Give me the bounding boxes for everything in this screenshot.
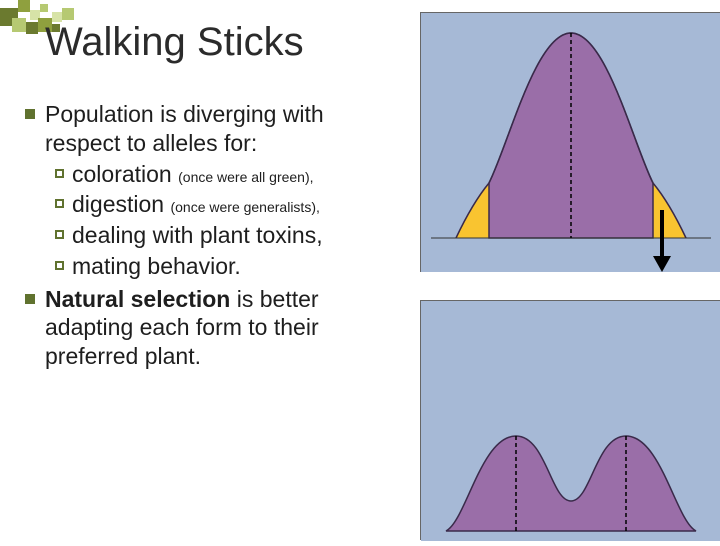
hollow-square-icon	[55, 230, 64, 239]
bullet-text: Natural selection is better adapting eac…	[45, 285, 405, 371]
sub-note: (once were all green),	[178, 169, 313, 185]
hollow-square-icon	[55, 199, 64, 208]
sub-note: (once were generalists),	[170, 199, 319, 215]
square-bullet-icon	[25, 109, 35, 119]
upper-distribution-chart	[420, 12, 720, 272]
sub-bullet-item: dealing with plant toxins,	[55, 221, 405, 250]
sub-bullet-text: coloration (once were all green),	[72, 160, 314, 189]
sub-bullet-item: mating behavior.	[55, 252, 405, 281]
sub-main: digestion	[72, 191, 170, 217]
square-bullet-icon	[25, 294, 35, 304]
slide-body: Population is diverging with respect to …	[25, 100, 405, 373]
bullet-text: Population is diverging with respect to …	[45, 100, 405, 158]
sub-bullet-item: digestion (once were generalists),	[55, 190, 405, 219]
bullet-item: Natural selection is better adapting eac…	[25, 285, 405, 371]
bullet-item: Population is diverging with respect to …	[25, 100, 405, 158]
lower-distribution-chart	[420, 300, 720, 540]
sub-bullet-text: digestion (once were generalists),	[72, 190, 320, 219]
hollow-square-icon	[55, 261, 64, 270]
sub-main: mating behavior.	[72, 253, 241, 279]
sub-bullet-text: dealing with plant toxins,	[72, 221, 323, 250]
hollow-square-icon	[55, 169, 64, 178]
sub-bullet-text: mating behavior.	[72, 252, 241, 281]
sub-bullet-item: coloration (once were all green),	[55, 160, 405, 189]
slide-title: Walking Sticks	[45, 20, 304, 65]
panel-gap	[420, 272, 720, 300]
sub-main: coloration	[72, 161, 178, 187]
bold-span: Natural selection	[45, 286, 230, 312]
figure-area	[420, 0, 720, 540]
sub-main: dealing with plant toxins,	[72, 222, 323, 248]
